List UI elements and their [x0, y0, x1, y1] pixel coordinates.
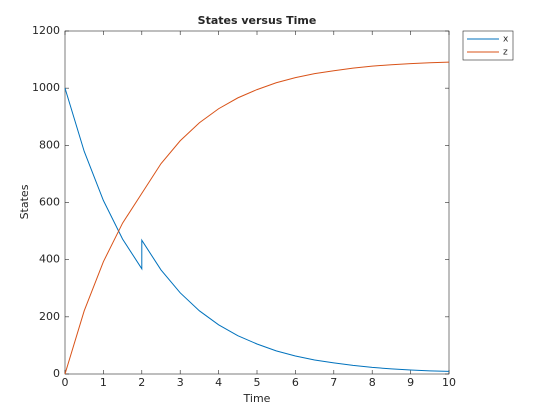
chart-title: States versus Time [198, 14, 317, 27]
x-tick-label: 6 [292, 376, 299, 389]
y-tick-label: 0 [53, 367, 60, 380]
y-tick-label: 1000 [32, 81, 60, 94]
x-axis-label: Time [243, 392, 271, 405]
x-tick-label: 7 [330, 376, 337, 389]
plot-area [64, 30, 450, 375]
x-tick-label: 2 [138, 376, 145, 389]
y-tick-label: 600 [39, 196, 60, 209]
legend-label: z [503, 48, 508, 58]
legend-box [462, 30, 514, 61]
y-axis-label: States [18, 184, 31, 219]
series-line [64, 88, 450, 372]
x-tick-label: 3 [177, 376, 184, 389]
x-tick-label: 8 [369, 376, 376, 389]
x-tick-label: 10 [442, 376, 456, 389]
x-tick-label: 1 [100, 376, 107, 389]
y-tick-label: 1200 [32, 24, 60, 37]
x-tick-label: 4 [215, 376, 222, 389]
x-tick-label: 5 [254, 376, 261, 389]
y-tick-label: 800 [39, 138, 60, 151]
legend-label: x [503, 35, 509, 45]
series-line [64, 61, 450, 375]
y-tick-label: 400 [39, 253, 60, 266]
y-tick-label: 200 [39, 310, 60, 323]
x-tick-label: 9 [407, 376, 414, 389]
x-tick-label: 0 [62, 376, 69, 389]
